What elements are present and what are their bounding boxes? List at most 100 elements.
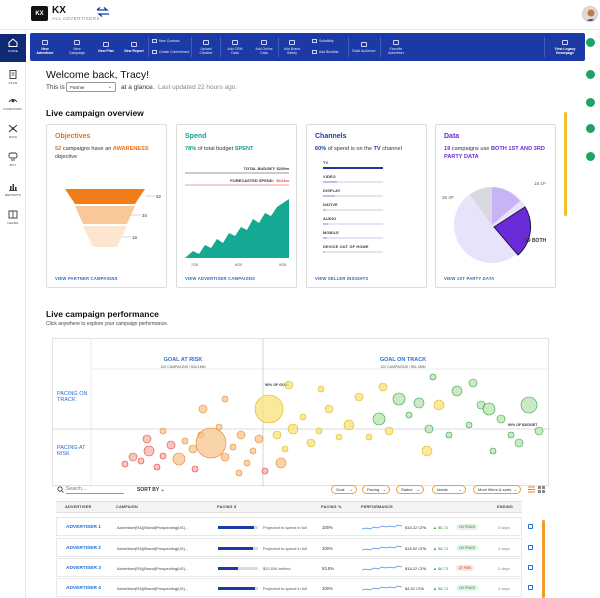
campaign-name[interactable]: Advertiser(RA)|Brand|Prospecting|US|... bbox=[117, 586, 189, 591]
campaign-bubble[interactable] bbox=[520, 396, 538, 414]
build-audience-button[interactable]: Build Audience bbox=[352, 33, 376, 61]
campaign-bubble[interactable] bbox=[468, 378, 478, 388]
campaign-bubble[interactable] bbox=[195, 427, 227, 459]
campaign-bubble[interactable] bbox=[451, 385, 463, 397]
favorite-advertiser-button[interactable]: Favorite Advertiser bbox=[382, 33, 410, 61]
user-avatar[interactable] bbox=[582, 6, 598, 22]
table-row[interactable]: ADVERTISER 2 Advertiser(RA)|Brand|Prospec… bbox=[56, 538, 522, 557]
campaign-bubble[interactable] bbox=[229, 443, 237, 451]
campaign-name[interactable]: Advertiser(RA)|Brand|Prospecting|US|... bbox=[117, 566, 189, 571]
campaign-bubble[interactable] bbox=[254, 394, 284, 424]
new-report-button[interactable]: New Report bbox=[124, 33, 144, 61]
nav-item-reports[interactable]: REPORTS bbox=[0, 178, 26, 206]
search-input[interactable] bbox=[66, 485, 124, 494]
campaign-bubble[interactable] bbox=[287, 423, 299, 435]
campaign-bubble[interactable] bbox=[215, 423, 223, 431]
pacing-filter[interactable]: Pacing ⌄ bbox=[362, 485, 390, 494]
campaign-bubble[interactable] bbox=[413, 397, 425, 409]
campaign-bubble[interactable] bbox=[159, 452, 167, 460]
view-seller-insights-link[interactable]: VIEW SELLER INSIGHTS bbox=[315, 276, 369, 281]
campaign-bubble[interactable] bbox=[236, 430, 246, 440]
campaign-bubble[interactable] bbox=[424, 424, 434, 434]
nav-item-data[interactable]: DATA bbox=[0, 120, 26, 148]
table-row[interactable]: ADVERTISER 1 Advertiser(RA)|Brand|Prospec… bbox=[56, 517, 522, 536]
campaign-bubble[interactable] bbox=[143, 445, 155, 457]
sort-by-dropdown[interactable]: SORT BY ⌄ bbox=[137, 487, 165, 493]
nav-item-buy[interactable]: BUY bbox=[0, 148, 26, 176]
campaign-bubble[interactable] bbox=[159, 427, 167, 435]
campaign-bubble[interactable] bbox=[384, 426, 394, 436]
switch-advertiser-icon[interactable] bbox=[96, 7, 110, 17]
data-card[interactable]: Data 19 campaigns use BOTH 1ST AND 3RD P… bbox=[435, 124, 556, 288]
add-online-data-button[interactable]: Add Online Data bbox=[252, 33, 276, 61]
campaign-bubble[interactable] bbox=[142, 434, 152, 444]
row-action-icon[interactable] bbox=[528, 585, 533, 590]
campaign-bubble[interactable] bbox=[275, 457, 287, 469]
advertiser-link[interactable]: ADVERTISER 1 bbox=[66, 525, 101, 530]
campaign-bubble[interactable] bbox=[421, 445, 433, 457]
campaign-name[interactable]: Advertiser(RA)|Brand|Prospecting|US|... bbox=[117, 525, 189, 530]
row-action-icon[interactable] bbox=[528, 565, 533, 570]
nav-item-learn[interactable]: LEARN bbox=[0, 206, 26, 234]
campaign-bubble[interactable] bbox=[220, 452, 230, 462]
campaign-name[interactable]: Advertiser(RA)|Brand|Prospecting|US|... bbox=[117, 546, 189, 551]
add-icon[interactable] bbox=[586, 70, 595, 79]
tools-icon[interactable] bbox=[586, 152, 595, 161]
campaign-bubble[interactable] bbox=[137, 457, 145, 465]
new-contract-button[interactable]: New Contract bbox=[152, 37, 180, 45]
legacy-homepage-button[interactable]: View Legacy Homepage bbox=[548, 33, 582, 61]
row-action-icon[interactable] bbox=[528, 524, 533, 529]
campaign-bubble[interactable] bbox=[249, 447, 257, 455]
new-advertiser-button[interactable]: New Advertiser bbox=[34, 33, 56, 61]
nav-item-inventory[interactable]: INVENTORY bbox=[0, 92, 26, 120]
view-advertiser-campaigns-link[interactable]: VIEW ADVERTISER CAMPAIGNS bbox=[185, 276, 256, 281]
chat-icon[interactable] bbox=[586, 98, 595, 107]
campaign-bubble[interactable] bbox=[281, 445, 289, 453]
advertiser-scope[interactable]: ALL ADVERTISERS bbox=[52, 16, 101, 21]
nav-item-plan[interactable]: PLAN bbox=[0, 66, 26, 94]
add-brand-safety-button[interactable]: Add Brand Safety bbox=[280, 33, 304, 61]
add-blocklist-button[interactable]: Add Blocklist bbox=[312, 48, 338, 56]
goal-filter[interactable]: Goal ⌄ bbox=[331, 485, 357, 494]
campaign-bubble[interactable] bbox=[317, 385, 325, 393]
advertiser-link[interactable]: ADVERTISER 4 bbox=[66, 586, 101, 591]
campaign-bubble[interactable] bbox=[261, 467, 269, 475]
suitability-button[interactable]: Suitability bbox=[312, 37, 334, 45]
campaign-bubble[interactable] bbox=[445, 431, 453, 439]
objectives-card[interactable]: Objectives 52 campaigns have an AWARENES… bbox=[46, 124, 167, 288]
view-partner-campaigns-link[interactable]: VIEW PARTNER CAMPAIGNS bbox=[55, 276, 118, 281]
campaign-bubble[interactable] bbox=[121, 460, 129, 468]
column-header[interactable]: PERFORMANCE bbox=[361, 505, 393, 509]
campaign-bubble[interactable] bbox=[181, 437, 189, 445]
campaign-bubble[interactable] bbox=[128, 452, 138, 462]
campaign-bubble[interactable] bbox=[496, 414, 506, 424]
column-header[interactable]: ADVERTISER bbox=[65, 505, 92, 509]
advertiser-link[interactable]: ADVERTISER 3 bbox=[66, 566, 101, 571]
scroll-indicator[interactable] bbox=[564, 112, 567, 216]
status-filter[interactable]: Status ⌄ bbox=[396, 485, 424, 494]
campaign-bubble[interactable] bbox=[221, 395, 229, 403]
grid-view-icon[interactable] bbox=[538, 486, 545, 493]
table-row[interactable]: ADVERTISER 3 Advertiser(RA)|Brand|Prospec… bbox=[56, 558, 522, 577]
view-1st-party-data-link[interactable]: VIEW 1ST PARTY DATA bbox=[444, 276, 495, 281]
performance-quadrant-chart[interactable]: 90% OF GOAL 90% OF BUDGET GOAL AT RISK 1… bbox=[52, 338, 550, 487]
campaign-bubble[interactable] bbox=[188, 444, 198, 454]
row-action-icon[interactable] bbox=[528, 545, 533, 550]
campaign-bubble[interactable] bbox=[284, 380, 294, 390]
ideals-filter[interactable]: Ideals ⌄ bbox=[432, 485, 466, 494]
app-name[interactable]: KX bbox=[52, 5, 66, 16]
location-icon[interactable] bbox=[586, 124, 595, 133]
table-row[interactable]: ADVERTISER 4 Advertiser(RA)|Brand|Prospec… bbox=[56, 578, 522, 597]
column-header[interactable]: CAMPAIGN bbox=[116, 505, 138, 509]
more-filters-button[interactable]: More filters & sorts ⌄ bbox=[473, 485, 521, 494]
new-campaign-button[interactable]: New Campaign bbox=[66, 33, 88, 61]
campaign-bubble[interactable] bbox=[392, 392, 406, 406]
campaign-bubble[interactable] bbox=[153, 463, 161, 471]
campaign-bubble[interactable] bbox=[507, 431, 515, 439]
list-view-icon[interactable] bbox=[528, 486, 535, 493]
campaign-bubble[interactable] bbox=[343, 419, 355, 431]
channels-card[interactable]: Channels 60% of spend is on the TV chann… bbox=[306, 124, 427, 288]
role-select[interactable]: Partner ⌄ bbox=[66, 82, 116, 92]
campaign-bubble[interactable] bbox=[243, 459, 251, 467]
campaign-bubble[interactable] bbox=[534, 426, 544, 436]
